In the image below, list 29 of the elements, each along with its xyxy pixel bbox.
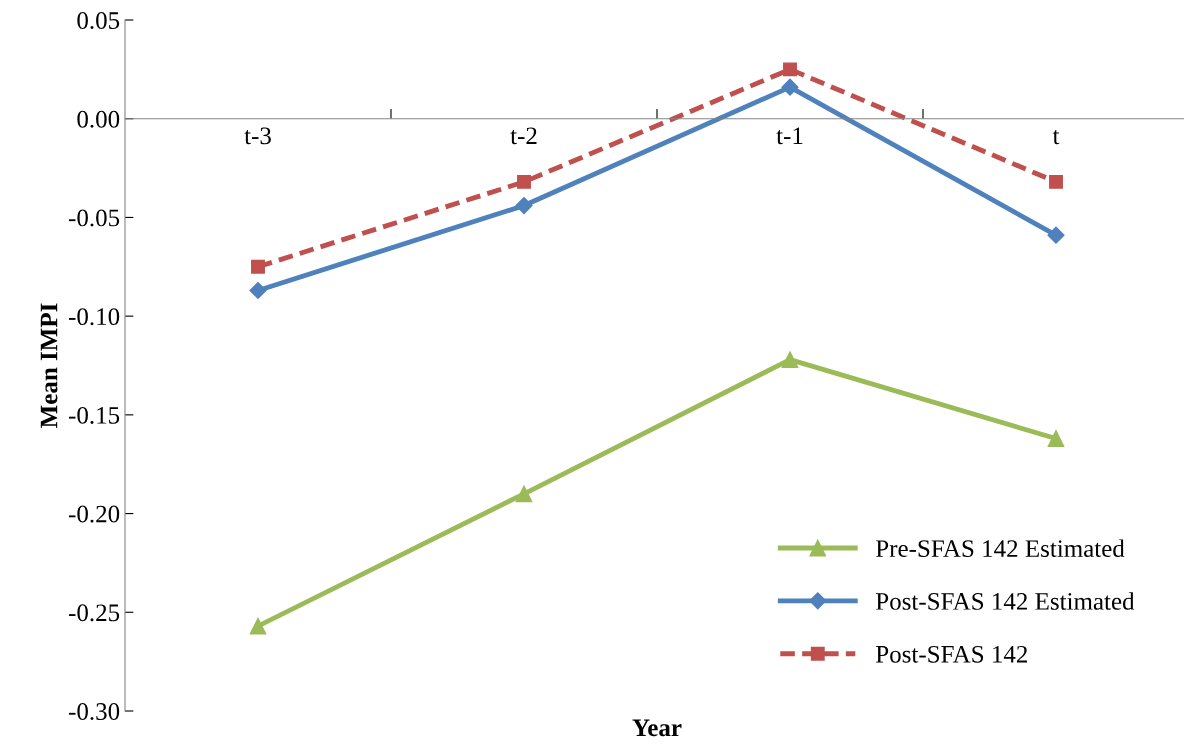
y-tick-label: 0.00	[77, 110, 120, 128]
y-tick-label: -0.05	[68, 209, 120, 227]
point	[1047, 226, 1065, 244]
point	[781, 351, 799, 368]
legend-label: Post-SFAS 142 Estimated	[876, 592, 1135, 610]
y-tick-label: -0.20	[68, 505, 120, 523]
x-axis-title: Year	[632, 719, 682, 737]
x-tick-label: t-1	[776, 127, 803, 145]
point	[1049, 174, 1063, 189]
point	[515, 485, 533, 503]
y-tick-label: -0.25	[68, 604, 120, 622]
y-tick-label: -0.30	[68, 703, 120, 721]
y-tick-label: 0.05	[77, 12, 120, 30]
point	[1047, 430, 1065, 447]
y-tick-label: -0.15	[68, 406, 120, 424]
y-axis-title: Mean IMPI	[40, 303, 58, 428]
x-tick-label: t-3	[244, 127, 271, 145]
point	[515, 197, 533, 215]
y-tick-label: -0.10	[68, 308, 120, 326]
point	[249, 281, 267, 300]
point	[251, 259, 265, 274]
x-tick-label: t	[1052, 129, 1060, 145]
point	[517, 174, 531, 189]
point	[781, 78, 799, 96]
x-tick-label: t-2	[510, 127, 537, 145]
point	[249, 617, 267, 635]
legend-label: Post-SFAS 142	[876, 645, 1027, 663]
legend-label: Pre-SFAS 142 Estimated	[876, 539, 1125, 558]
point	[783, 62, 797, 77]
